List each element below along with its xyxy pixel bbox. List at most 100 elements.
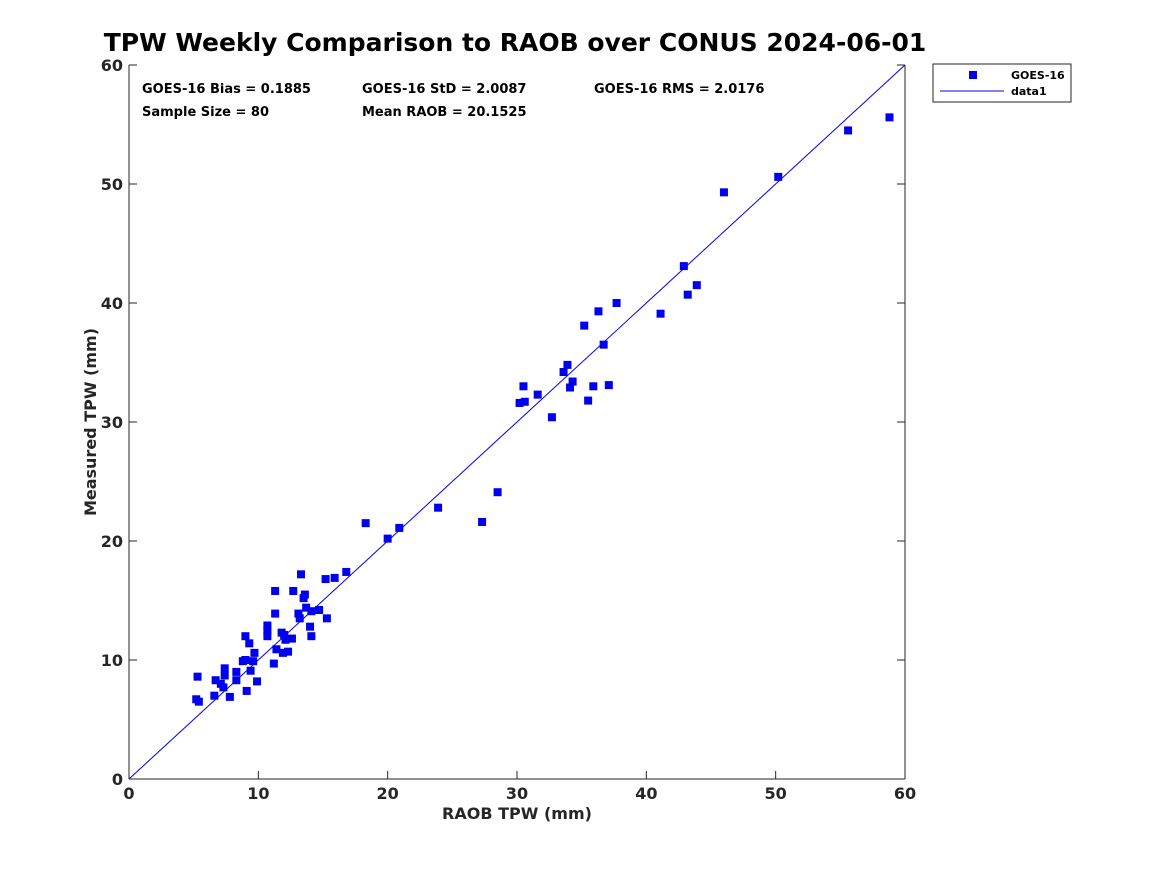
y-tick-label: 40: [101, 294, 123, 313]
data-point: [241, 632, 250, 641]
data-point: [253, 677, 262, 686]
stats-annotations: GOES-16 Bias = 0.1885 GOES-16 StD = 2.00…: [142, 82, 764, 120]
data-point: [249, 657, 258, 666]
data-point: [307, 607, 316, 616]
data-point: [220, 671, 229, 680]
data-point: [563, 360, 572, 369]
data-point: [683, 290, 692, 299]
data-point: [885, 113, 894, 122]
y-axis-label: Measured TPW (mm): [81, 328, 100, 516]
data-point: [295, 614, 304, 623]
data-point: [294, 609, 303, 618]
data-point: [232, 667, 241, 676]
y-tick-label: 60: [101, 56, 123, 75]
data-point: [193, 672, 202, 681]
data-marks: [128, 64, 906, 780]
data-point: [242, 686, 251, 695]
y-tick-label: 50: [101, 175, 123, 194]
data-point: [478, 517, 487, 526]
stat-rms: GOES-16 RMS = 2.0176: [594, 82, 764, 97]
chart-title: TPW Weekly Comparison to RAOB over CONUS…: [104, 28, 927, 57]
data-point: [520, 397, 529, 406]
y-tick-label: 0: [112, 770, 123, 789]
x-tick-label: 40: [635, 784, 657, 803]
data-point: [287, 634, 296, 643]
legend-square-marker: [969, 71, 977, 79]
data-point: [297, 570, 306, 579]
data-point: [594, 307, 603, 316]
data-point: [547, 413, 556, 422]
data-point: [589, 382, 598, 391]
data-point: [493, 488, 502, 497]
stat-std: GOES-16 StD = 2.0087: [362, 82, 526, 97]
data-point: [568, 377, 577, 386]
data-point: [434, 503, 443, 512]
data-point: [679, 262, 688, 271]
legend: GOES-16 data1: [932, 63, 1072, 103]
data-point: [211, 676, 220, 685]
data-point: [656, 309, 665, 318]
y-tick-label: 20: [101, 532, 123, 551]
x-tick-label: 20: [377, 784, 399, 803]
data-point: [272, 645, 281, 654]
data-point: [612, 299, 621, 307]
data-point: [300, 590, 309, 599]
data-point: [584, 396, 593, 405]
x-tick-label: 50: [765, 784, 787, 803]
x-axis-label: RAOB TPW (mm): [442, 804, 592, 823]
data-point: [263, 632, 272, 641]
data-point: [342, 567, 351, 576]
data-point: [519, 382, 528, 391]
data-point: [263, 626, 272, 635]
data-point: [263, 621, 272, 630]
data-point: [232, 676, 241, 685]
x-ticks: 0 10 20 30 40 50 60: [123, 771, 916, 803]
data-point: [271, 586, 280, 595]
data-point: [321, 575, 330, 584]
y-tick-label: 10: [101, 651, 123, 670]
data-point: [241, 656, 250, 664]
stat-bias: GOES-16 Bias = 0.1885: [142, 82, 311, 97]
legend-box: [932, 63, 1072, 103]
data-point: [322, 614, 331, 623]
data-point: [278, 648, 287, 657]
data-point: [395, 523, 404, 532]
data-point: [306, 622, 315, 631]
data-point: [719, 188, 728, 197]
x-tick-label: 0: [123, 784, 134, 803]
data-point: [599, 340, 608, 349]
data-point: [219, 683, 228, 692]
data-point: [250, 648, 259, 657]
data-point: [515, 398, 524, 407]
data-point: [580, 321, 589, 330]
data-point: [566, 383, 575, 392]
data-point: [289, 586, 298, 595]
legend-label-data1: data1: [1011, 85, 1047, 98]
data-point: [533, 390, 542, 399]
data-point: [281, 635, 290, 644]
data-point: [194, 697, 203, 706]
data-point: [225, 692, 234, 701]
x-tick-label: 30: [506, 784, 528, 803]
x-tick-label: 10: [247, 784, 269, 803]
data-point: [284, 647, 293, 656]
stat-sample-size: Sample Size = 80: [142, 105, 269, 120]
data-point: [330, 573, 339, 582]
data-point: [692, 281, 701, 290]
y-ticks: 0 10 20 30 40 50 60: [101, 56, 905, 789]
data-point: [280, 631, 289, 640]
data-point: [604, 381, 613, 390]
reference-line-data1: [128, 64, 906, 780]
data-point: [361, 519, 370, 528]
legend-label-goes16: GOES-16: [1011, 69, 1065, 82]
stat-mean-raob: Mean RAOB = 20.1525: [362, 105, 527, 120]
data-point: [246, 666, 255, 675]
data-point: [774, 172, 783, 181]
data-point: [315, 606, 324, 615]
y-tick-label: 30: [101, 413, 123, 432]
data-point: [844, 126, 853, 135]
data-point: [559, 368, 568, 377]
data-point: [383, 534, 392, 543]
data-point: [307, 632, 316, 641]
